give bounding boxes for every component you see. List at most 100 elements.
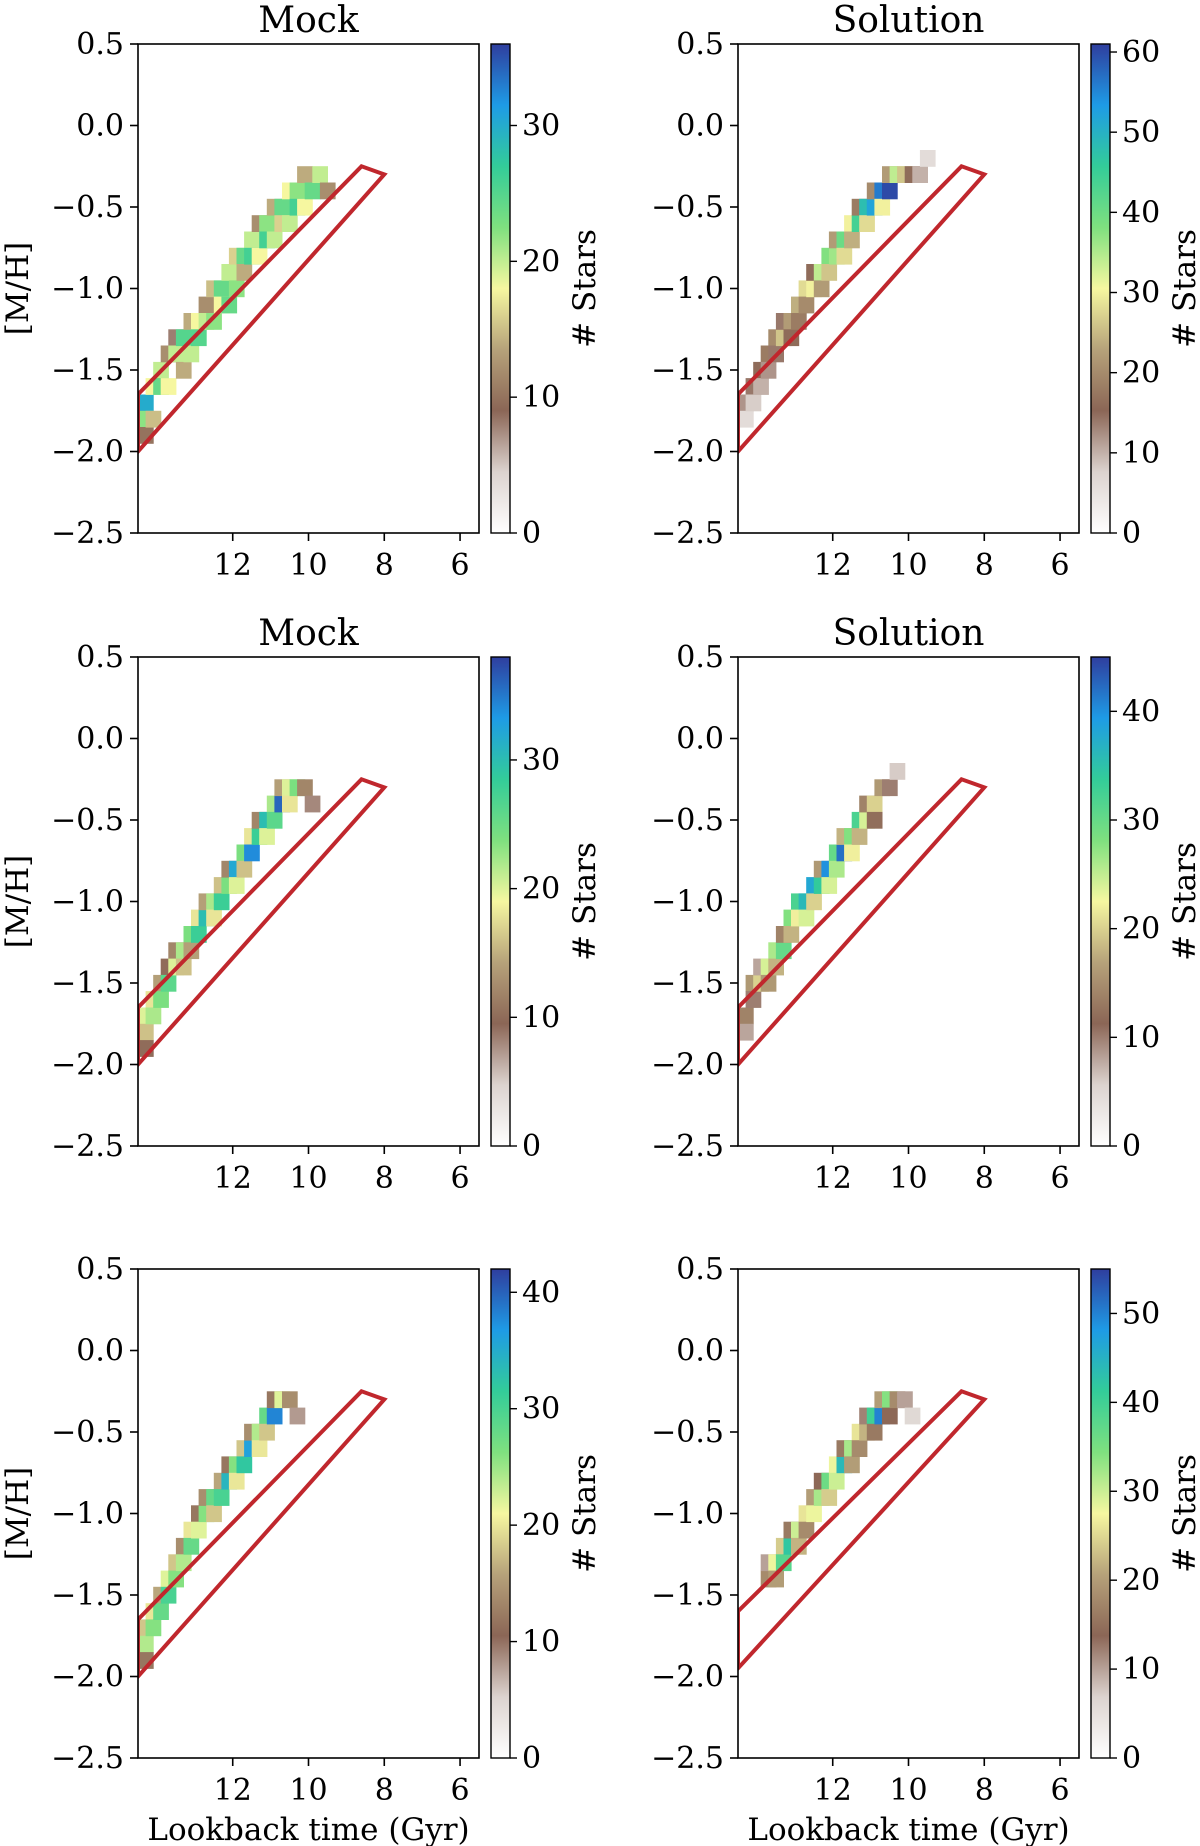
heatmap-cell	[882, 1407, 898, 1425]
plot-area	[738, 1388, 988, 1672]
colorbar-tick-label: 40	[1122, 694, 1160, 729]
heatmap-cell	[866, 1423, 883, 1441]
colorbar-tick-label: 20	[1122, 1563, 1160, 1598]
colorbar-tick-label: 0	[522, 516, 541, 551]
heatmap-cell	[919, 150, 936, 167]
heatmap-cell	[806, 893, 822, 911]
y-tick-label: −1.5	[51, 1578, 124, 1613]
colorbar-tick-label: 20	[522, 244, 560, 279]
heatmap-cell	[775, 1554, 792, 1572]
heatmap-cell	[844, 1456, 860, 1474]
heatmap-cell	[198, 296, 215, 314]
axes-frame	[737, 656, 1080, 1147]
heatmap-cell	[821, 1489, 838, 1506]
y-axis-label: [M/H]	[0, 242, 36, 335]
y-tick-label: −2.0	[51, 1660, 124, 1695]
axes-frame	[737, 1268, 1080, 1759]
colorbar-label: # Stars	[1167, 1454, 1200, 1573]
panel-title: Solution	[833, 0, 985, 41]
colorbar-tick-label: 20	[522, 1508, 560, 1543]
plot-area	[138, 163, 388, 455]
heatmap-cell	[282, 1391, 298, 1409]
x-tick-label: 12	[814, 1161, 852, 1196]
y-axis-label: [M/H]	[0, 855, 36, 948]
colorbar-gradient	[490, 43, 511, 534]
colorbar-tick-label: 30	[522, 743, 560, 778]
colorbar-tick-label: 40	[1122, 195, 1160, 230]
colorbar: 0 10 20 30 40 50 60 # Stars	[1090, 35, 1200, 551]
colorbar-tick-label: 40	[522, 1275, 560, 1310]
heatmap-cell	[304, 795, 321, 813]
y-tick-label: 0.0	[76, 109, 124, 144]
heatmap-cell	[228, 1472, 245, 1490]
heatmap-cell	[836, 247, 853, 265]
y-tick-label: −1.5	[651, 1578, 724, 1613]
y-tick-label: −1.0	[51, 885, 124, 920]
y-tick-label: 0.0	[676, 109, 724, 144]
heatmap-cell	[738, 410, 754, 428]
panel-title: Solution	[833, 613, 985, 654]
y-tick-label: 0.5	[676, 27, 724, 62]
x-tick-label: 6	[1051, 548, 1070, 583]
heatmap-cell	[798, 909, 815, 927]
x-tick-label: 10	[889, 1773, 927, 1808]
heatmap-cell	[145, 1007, 162, 1025]
x-axis-label: Lookback time (Gyr)	[147, 1812, 469, 1846]
colorbar-gradient	[1090, 656, 1111, 1147]
plot-area	[138, 1388, 388, 1680]
heatmap-cell	[236, 1456, 253, 1474]
x-tick-label: 10	[289, 1161, 327, 1196]
y-tick-label: −2.0	[651, 1048, 724, 1083]
x-tick-label: 12	[814, 1773, 852, 1808]
heatmap-cell	[282, 215, 298, 232]
colorbar-tick-label: 20	[1122, 912, 1160, 947]
x-tick-label: 8	[375, 1161, 394, 1196]
heatmap-cell	[889, 763, 906, 780]
heatmap-cell	[866, 795, 883, 813]
heatmap-cell	[866, 811, 883, 829]
x-tick-label: 8	[975, 548, 994, 583]
y-tick-label: 0.5	[676, 640, 724, 675]
colorbar-tick-label: 50	[1122, 115, 1160, 150]
plot-area	[738, 150, 988, 455]
y-tick-label: −0.5	[651, 190, 724, 225]
heatmap-cell	[206, 1505, 222, 1523]
y-tick-label: −2.5	[651, 1129, 724, 1164]
y-tick-label: −1.5	[651, 966, 724, 1001]
colorbar-gradient	[1090, 43, 1111, 534]
heatmap-cell	[312, 166, 328, 183]
selection-box	[738, 163, 988, 455]
y-tick-label: 0.5	[76, 640, 124, 675]
heatmap-cell	[244, 231, 260, 249]
heatmap-cell	[145, 1619, 162, 1637]
x-tick-label: 10	[889, 548, 927, 583]
heatmap-cell	[266, 811, 283, 829]
colorbar-tick-label: 10	[1122, 436, 1160, 471]
heatmap-cell	[138, 1635, 154, 1653]
colorbar-tick-label: 20	[522, 872, 560, 907]
colorbar-tick-label: 30	[522, 1392, 560, 1427]
heatmap-cell	[828, 860, 845, 878]
colorbar: 0 10 20 30 40 # Stars	[490, 1268, 603, 1776]
y-tick-label: −1.0	[51, 1497, 124, 1532]
x-tick-label: 8	[375, 548, 394, 583]
heatmap-cell	[289, 182, 306, 200]
y-tick-label: −0.5	[51, 803, 124, 838]
heatmap-cell	[768, 1570, 784, 1588]
y-tick-label: −0.5	[51, 190, 124, 225]
plot-area	[138, 776, 388, 1068]
axes-frame	[737, 43, 1080, 534]
heatmap-cell	[813, 280, 830, 298]
colorbar-gradient	[1090, 1268, 1111, 1759]
y-tick-label: −1.0	[51, 272, 124, 307]
colorbar-gradient	[490, 656, 511, 1147]
x-axis-label: Lookback time (Gyr)	[747, 1812, 1069, 1846]
x-tick-label: 12	[214, 1773, 252, 1808]
heatmap-cell	[912, 166, 928, 183]
colorbar-tick-label: 0	[1122, 516, 1141, 551]
heatmap-cell	[266, 231, 283, 249]
heatmap-cell	[236, 264, 253, 281]
heatmap-cell	[236, 860, 253, 878]
heatmap-cell	[213, 893, 230, 911]
colorbar: 0 10 20 30 # Stars	[490, 656, 603, 1164]
